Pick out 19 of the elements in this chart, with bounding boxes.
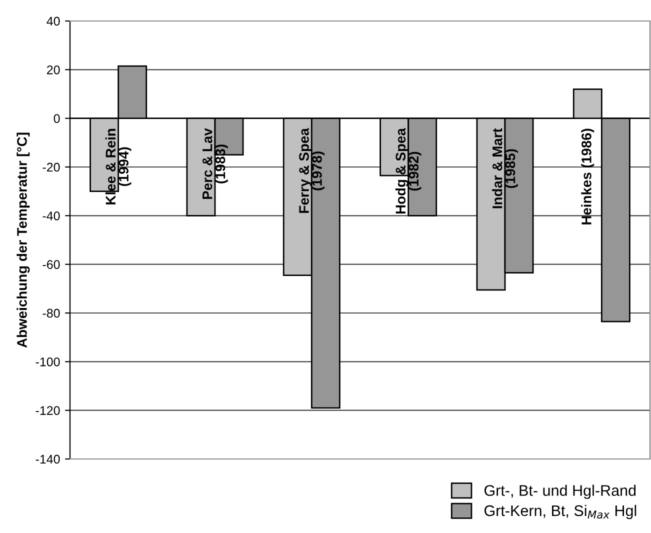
x-tick-label: Heinkes (1986) <box>581 128 594 224</box>
legend-label: Grt-Kern, Bt, Si$_{Max}$ Hgl <box>484 504 636 520</box>
y-tick-label: -140 <box>36 454 60 464</box>
x-tick-label: Klee & Rein (1994) <box>105 128 132 204</box>
y-tick-label: -100 <box>36 357 60 366</box>
y-tick-label: 20 <box>47 65 60 74</box>
y-tick-label: 40 <box>46 16 60 26</box>
x-tick-label: Hodg & Spea (1982) <box>395 128 422 214</box>
x-tick-label: Indar & Mart (1985) <box>492 128 518 208</box>
y-tick-label: 0 <box>54 114 60 123</box>
y-tick-label: -120 <box>36 406 60 415</box>
x-tick-label: Ferry & Spea (1978) <box>299 128 325 213</box>
y-tick-label: -80 <box>42 308 60 318</box>
y-axis-title: Abweichung der Temperatur [°C] <box>16 132 30 348</box>
x-tick-label: Perc & Lav (1983) <box>202 128 228 199</box>
legend-label: Grt-, Bt- und Hgl-Rand <box>484 484 636 499</box>
y-tick-label: -60 <box>42 260 60 269</box>
y-tick-label: -20 <box>42 162 60 172</box>
y-tick-label: -40 <box>42 211 60 220</box>
